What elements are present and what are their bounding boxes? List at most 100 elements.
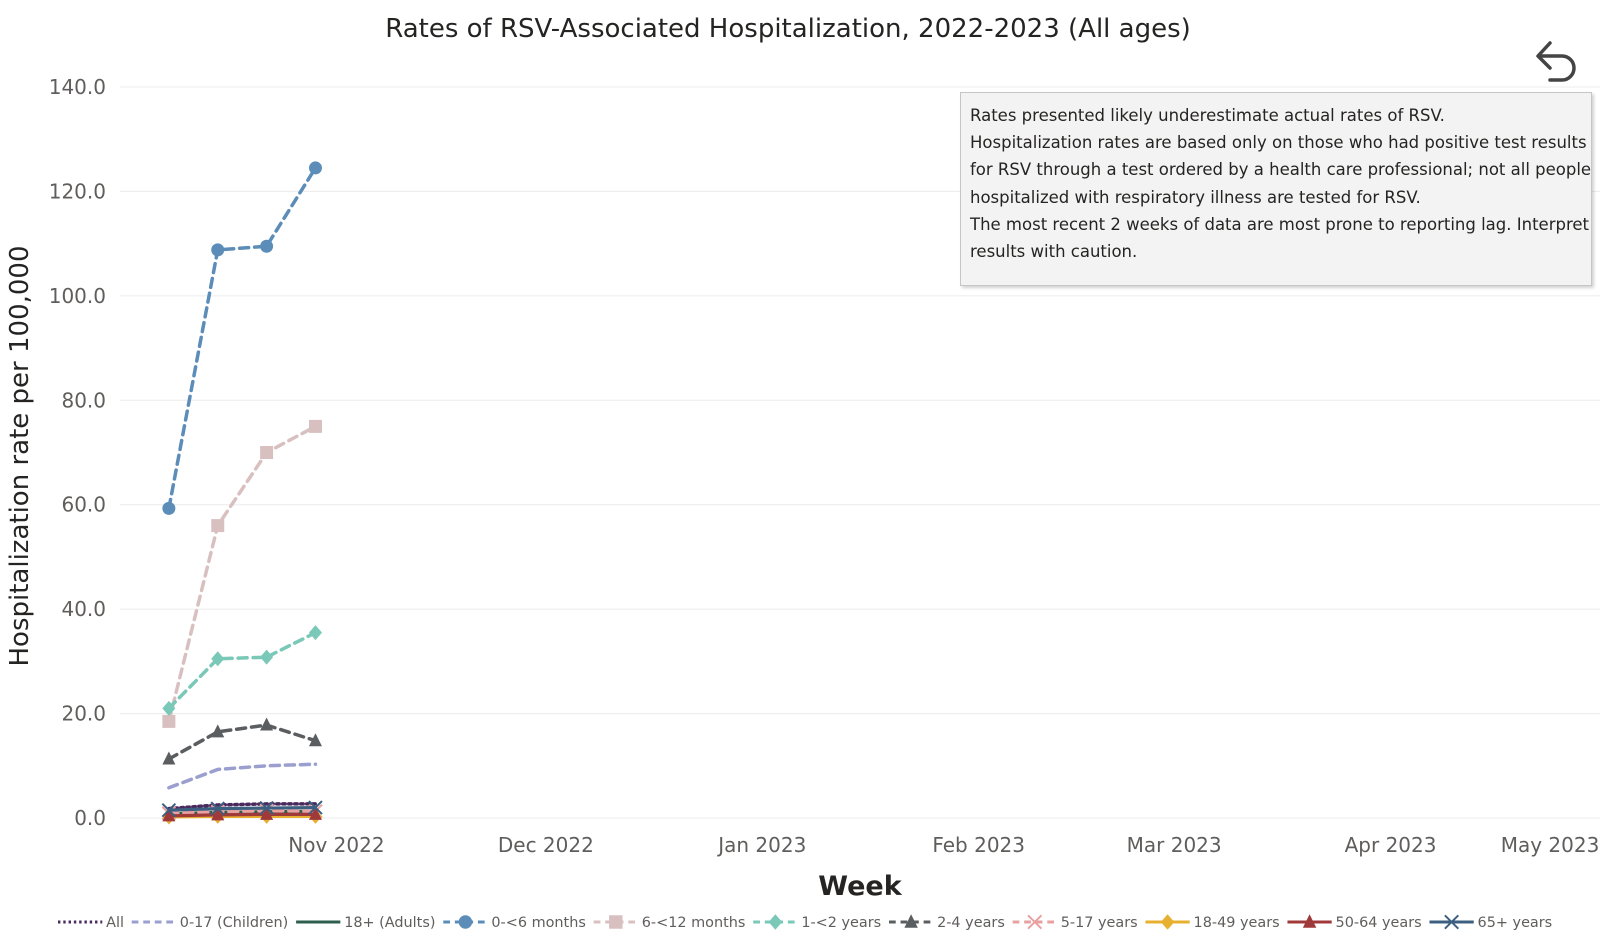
y-tick-label: 120.0 bbox=[49, 179, 106, 203]
legend-label: 0-<6 months bbox=[491, 915, 585, 931]
legend-label: 6-<12 months bbox=[642, 915, 746, 931]
series-line bbox=[167, 812, 318, 818]
data-point-stroke bbox=[308, 800, 323, 815]
series-1-2-years bbox=[162, 625, 322, 716]
legend-item: 65+ years bbox=[1429, 914, 1553, 931]
y-axis-label: Hospitalization rate per 100,000 bbox=[5, 245, 35, 666]
data-point bbox=[162, 751, 176, 765]
data-point bbox=[260, 806, 274, 820]
legend-item: 0-17 (Children) bbox=[131, 915, 288, 931]
series-line bbox=[167, 762, 318, 790]
x-axis-label: Week bbox=[818, 871, 902, 902]
y-tick-label: 140.0 bbox=[49, 75, 106, 99]
x-tick-label: Mar 2023 bbox=[1127, 833, 1222, 857]
series-line bbox=[167, 805, 318, 812]
data-point bbox=[1302, 914, 1317, 928]
legend-label: 5-17 years bbox=[1061, 915, 1138, 931]
data-point bbox=[1160, 914, 1175, 930]
data-point bbox=[768, 914, 783, 930]
legend-item: 18-49 years bbox=[1145, 914, 1280, 931]
x-tick-label: Dec 2022 bbox=[498, 833, 594, 857]
data-point bbox=[211, 651, 225, 667]
legend-label: 1-<2 years bbox=[801, 915, 881, 931]
legend-label: 2-4 years bbox=[937, 915, 1005, 931]
note-line: hospitalized with respiratory illness ar… bbox=[970, 187, 1421, 207]
legend-item: 50-64 years bbox=[1287, 914, 1422, 931]
legend-label: 18+ (Adults) bbox=[344, 915, 435, 931]
y-axis-ticks: 0.0 20.0 40.0 60.0 80.0 100.0 120.0 140.0 bbox=[49, 75, 106, 830]
data-point bbox=[308, 733, 322, 747]
legend-label: 65+ years bbox=[1478, 915, 1553, 931]
legend-item: 18+ (Adults) bbox=[296, 915, 435, 931]
data-point bbox=[904, 914, 918, 928]
data-point bbox=[211, 807, 225, 821]
data-point-stroke bbox=[161, 802, 177, 818]
legend-item: 5-17 years bbox=[1012, 914, 1138, 931]
note-line: Rates presented likely underestimate act… bbox=[970, 106, 1445, 125]
x-tick-label: Feb 2023 bbox=[932, 833, 1025, 857]
series-line bbox=[167, 808, 318, 816]
legend-item: 1-<2 years bbox=[753, 914, 881, 931]
series-line bbox=[167, 802, 318, 811]
data-point bbox=[162, 501, 176, 515]
y-tick-label: 60.0 bbox=[61, 493, 106, 517]
series-all bbox=[167, 802, 318, 811]
data-point bbox=[260, 717, 274, 731]
data-point-stroke bbox=[1027, 914, 1043, 930]
data-point bbox=[308, 806, 322, 820]
data-caveat-note: Rates presented likely underestimate act… bbox=[960, 92, 1592, 286]
data-point-stroke bbox=[1444, 914, 1460, 930]
data-point bbox=[308, 161, 322, 175]
legend-label: 0-17 (Children) bbox=[180, 915, 288, 931]
back-button[interactable] bbox=[1526, 30, 1582, 86]
data-point-stroke bbox=[210, 801, 225, 816]
data-point bbox=[211, 519, 225, 533]
y-tick-label: 0.0 bbox=[74, 806, 106, 830]
data-point-stroke bbox=[259, 800, 274, 816]
legend-item: 2-4 years bbox=[888, 914, 1005, 931]
data-point bbox=[162, 714, 176, 728]
series-50-64-years bbox=[162, 806, 322, 822]
data-point bbox=[260, 446, 274, 459]
legend-item: All bbox=[58, 915, 124, 931]
data-point bbox=[161, 802, 177, 818]
series-65-years bbox=[161, 800, 323, 818]
data-point bbox=[308, 625, 322, 641]
x-tick-label: Jan 2023 bbox=[716, 833, 806, 857]
series-0-6-months bbox=[162, 161, 322, 515]
data-point bbox=[259, 800, 274, 816]
chart-title: Rates of RSV-Associated Hospitalization,… bbox=[385, 14, 1191, 44]
note-line: Hospitalization rates are based only on … bbox=[970, 133, 1587, 153]
series-layer bbox=[161, 161, 323, 825]
legend-item: 0-<6 months bbox=[443, 915, 586, 931]
data-point bbox=[458, 915, 473, 929]
data-point bbox=[210, 801, 225, 816]
y-tick-label: 20.0 bbox=[61, 702, 106, 726]
note-line: results with caution. bbox=[970, 242, 1138, 262]
note-line: The most recent 2 weeks of data are most… bbox=[970, 214, 1589, 234]
data-point bbox=[609, 915, 623, 929]
data-point bbox=[260, 649, 274, 665]
legend-label: 18-49 years bbox=[1194, 915, 1280, 931]
legend-label: All bbox=[106, 915, 124, 931]
data-point bbox=[162, 700, 176, 716]
x-tick-label: Apr 2023 bbox=[1345, 833, 1437, 857]
legend-item: 6-<12 months bbox=[593, 915, 746, 931]
legend-label: 50-64 years bbox=[1336, 915, 1422, 931]
y-tick-label: 100.0 bbox=[49, 284, 106, 308]
data-point bbox=[308, 419, 322, 433]
series-2-4-years bbox=[162, 717, 322, 765]
series-line bbox=[167, 166, 318, 511]
data-point bbox=[260, 239, 274, 253]
series-line bbox=[167, 630, 318, 711]
series-line bbox=[167, 723, 318, 761]
series-0-17-children- bbox=[167, 762, 318, 790]
data-point bbox=[1444, 914, 1460, 930]
x-axis-ticks: Nov 2022 Dec 2022 Jan 2023 Feb 2023 Mar 2023… bbox=[288, 833, 1599, 857]
x-tick-label: Nov 2022 bbox=[288, 833, 384, 857]
data-point bbox=[162, 808, 176, 822]
undo-arrow-icon bbox=[1536, 41, 1576, 82]
data-point bbox=[211, 724, 225, 738]
data-point bbox=[1027, 914, 1043, 930]
